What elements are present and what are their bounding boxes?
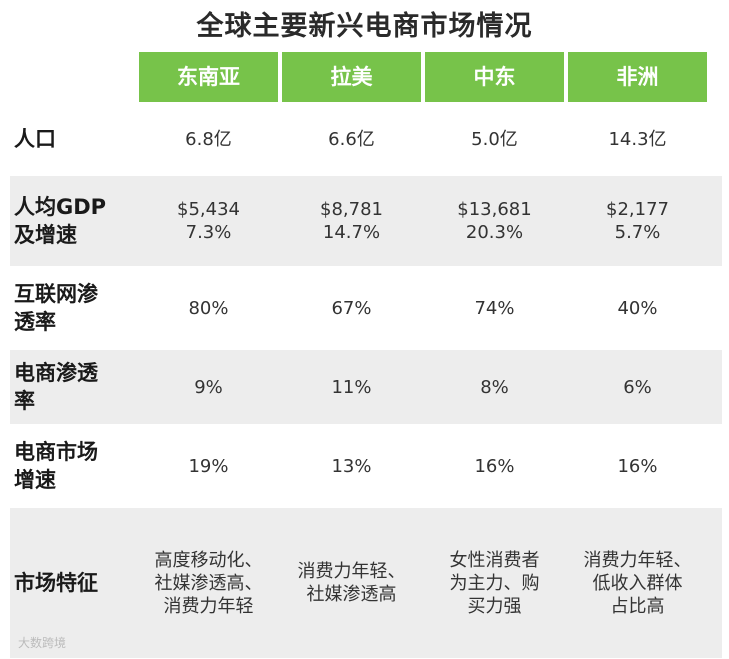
table-cell: 13% xyxy=(331,455,372,477)
table-cell: 6.8亿 xyxy=(185,128,232,150)
column-header: 拉美 xyxy=(282,52,421,102)
table-cell: 女性消费者 为主力、购 买力强 xyxy=(425,508,564,658)
table-cell: $2,177 5.7% xyxy=(568,176,707,266)
row-label: 互联网渗 透率 xyxy=(14,282,98,334)
table-cell: $5,434 7.3% xyxy=(139,176,278,266)
table-row: 市场特征 高度移动化、 社媒渗透高、 消费力年轻 消费力年轻、 社媒渗透高 女性消费者… xyxy=(10,508,722,658)
table-cell: 8% xyxy=(425,350,564,424)
table-row: 人均GDP 及增速 $5,434 7.3% $8,781 14.7% $13,681 2… xyxy=(10,176,722,266)
table-cell: 高度移动化、 社媒渗透高、 消费力年轻 xyxy=(139,508,278,658)
table-cell: 16% xyxy=(617,455,658,477)
table-cell: 6.6亿 xyxy=(328,128,375,150)
table-cell: 消费力年轻、 社媒渗透高 xyxy=(282,508,421,658)
table-cell: 消费力年轻、 低收入群体 占比高 xyxy=(568,508,707,658)
table-cell: 19% xyxy=(188,455,229,477)
table-row: 人口 6.8亿 6.6亿 5.0亿 14.3亿 xyxy=(10,106,722,172)
table-cell: 16% xyxy=(474,455,515,477)
table-row: 互联网渗 透率 80% 67% 74% 40% xyxy=(10,270,722,346)
column-header: 非洲 xyxy=(568,52,707,102)
table-cell: 80% xyxy=(188,297,229,319)
table-cell: $8,781 14.7% xyxy=(282,176,421,266)
table-cell: 11% xyxy=(282,350,421,424)
table-row: 电商市场 增速 19% 13% 16% 16% xyxy=(10,428,722,504)
table-row: 电商渗透率 9% 11% 8% 6% xyxy=(10,350,722,424)
header-corner xyxy=(10,52,135,102)
table-cell: 14.3亿 xyxy=(608,128,667,150)
row-label: 市场特征 xyxy=(10,508,135,658)
watermark: 大数跨境 xyxy=(18,636,67,650)
table-header-row: 东南亚 拉美 中东 非洲 xyxy=(10,52,722,102)
table-cell: 74% xyxy=(474,297,515,319)
page-title: 全球主要新兴电商市场情况 xyxy=(196,11,533,42)
row-label: 电商市场 增速 xyxy=(14,440,98,492)
column-header: 东南亚 xyxy=(139,52,278,102)
row-label: 人均GDP 及增速 xyxy=(10,176,135,266)
table-cell: 40% xyxy=(617,297,658,319)
table-cell: 5.0亿 xyxy=(471,128,518,150)
column-header: 中东 xyxy=(425,52,564,102)
table-cell: 67% xyxy=(331,297,372,319)
table-cell: 9% xyxy=(139,350,278,424)
row-label: 人口 xyxy=(14,127,56,151)
table-cell: 6% xyxy=(568,350,707,424)
market-table: 东南亚 拉美 中东 非洲 人口 6.8亿 6.6亿 5.0亿 14.3亿 人均G… xyxy=(10,52,722,658)
table-cell: $13,681 20.3% xyxy=(425,176,564,266)
row-label: 电商渗透率 xyxy=(10,350,135,424)
